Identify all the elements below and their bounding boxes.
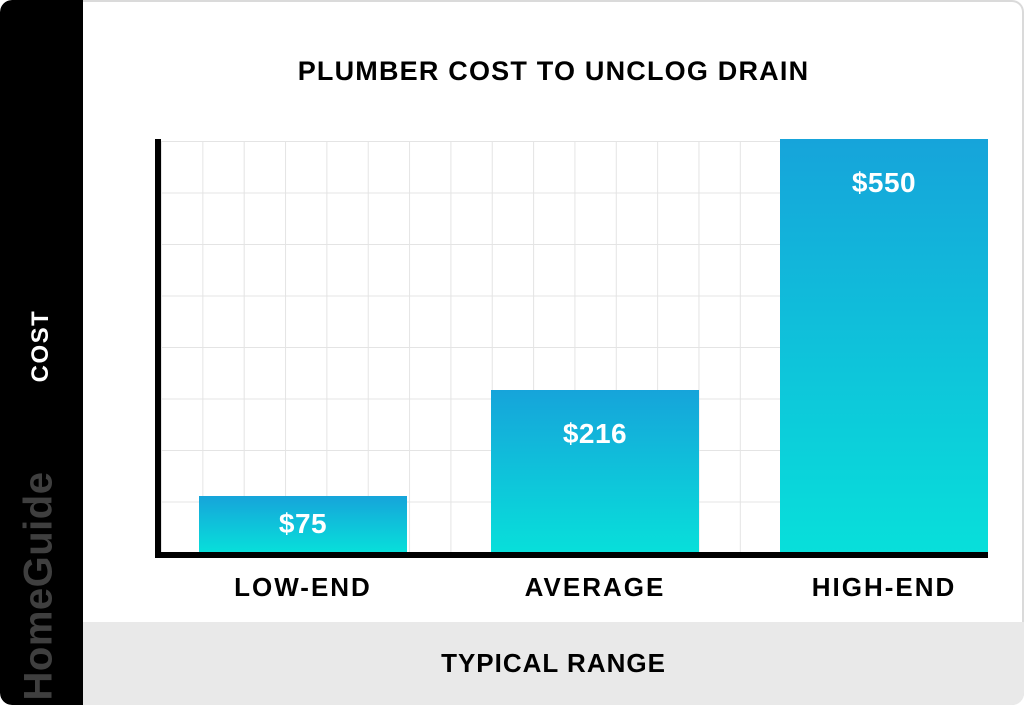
bar-value-label: $550 — [851, 167, 917, 198]
x-axis-line — [155, 552, 988, 558]
y-axis-label: COST — [27, 309, 54, 383]
footer-strip: TYPICAL RANGE — [83, 622, 1024, 705]
sidebar: COST HomeGuide — [0, 0, 83, 705]
bar: $75 — [199, 496, 407, 552]
bar: $216 — [491, 390, 699, 552]
bar-value-label: $75 — [278, 508, 328, 539]
x-axis-title: TYPICAL RANGE — [441, 648, 666, 678]
category-label: AVERAGE — [524, 572, 666, 602]
y-axis-line — [155, 139, 161, 558]
homeguide-watermark: HomeGuide — [16, 471, 61, 701]
category-label: LOW-END — [234, 572, 372, 602]
bar: $550 — [780, 139, 988, 552]
bar-value-label: $216 — [562, 418, 628, 449]
category-label: HIGH-END — [811, 572, 957, 602]
chart-title: PLUMBER COST TO UNCLOG DRAIN — [297, 56, 810, 86]
